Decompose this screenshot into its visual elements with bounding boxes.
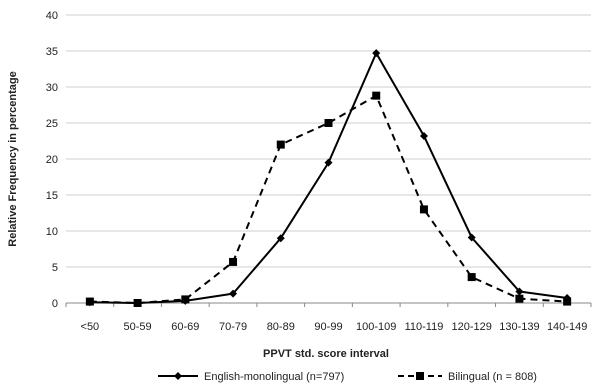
y-tick-label-30: 30 bbox=[46, 82, 58, 94]
series-1-point-9 bbox=[515, 287, 524, 296]
y-tick-label-15: 15 bbox=[46, 190, 58, 202]
x-tick-label-50: <50 bbox=[81, 321, 100, 333]
series-2-point-0 bbox=[85, 297, 94, 306]
series-1-point-6 bbox=[372, 49, 381, 58]
x-tick-label-90-99: 90-99 bbox=[314, 321, 342, 333]
series-1-point-7 bbox=[419, 131, 428, 140]
y-tick-label-35: 35 bbox=[46, 46, 58, 58]
y-tick-label-25: 25 bbox=[46, 118, 58, 130]
series-layer bbox=[85, 49, 572, 307]
x-axis-tick-labels: <50 50-59 60-69 70-79 80-89 90-99 100-109 110-1… bbox=[65, 303, 592, 333]
y-axis-tick-labels: 0 5 10 15 20 25 30 35 40 bbox=[46, 10, 58, 310]
series-2-point-10 bbox=[563, 297, 572, 306]
series-1-point-5 bbox=[324, 158, 333, 167]
legend-marker-series-1 bbox=[174, 372, 182, 380]
series-2-point-4 bbox=[276, 140, 285, 149]
series-2-point-9 bbox=[515, 294, 524, 303]
series-1-point-8 bbox=[467, 233, 476, 242]
legend: English-monolingual (n=797) Bilingual (n… bbox=[158, 371, 537, 383]
grid-lines bbox=[66, 14, 591, 268]
x-axis-title: PPVT std. score interval bbox=[263, 348, 389, 360]
x-tick-label-100-109: 100-109 bbox=[356, 321, 396, 333]
x-tick-label-140-149: 140-149 bbox=[547, 321, 587, 333]
x-tick-label-130-139: 130-139 bbox=[499, 321, 539, 333]
x-tick-label-80-89: 80-89 bbox=[267, 321, 295, 333]
series-2-point-8 bbox=[467, 273, 476, 282]
legend-label-series-2: Bilingual (n = 808) bbox=[448, 371, 537, 383]
y-tick-label-0: 0 bbox=[52, 298, 58, 310]
y-axis-title: Relative Frequency in percentage bbox=[7, 71, 19, 246]
series-2-line bbox=[89, 94, 568, 304]
x-tick-label-120-129: 120-129 bbox=[451, 321, 491, 333]
series-1-point-3 bbox=[229, 289, 238, 298]
series-2-point-3 bbox=[229, 257, 238, 266]
y-tick-label-40: 40 bbox=[46, 10, 58, 22]
x-tick-label-50-59: 50-59 bbox=[124, 321, 152, 333]
series-1 bbox=[85, 49, 572, 307]
series-2-point-2 bbox=[181, 295, 190, 304]
series-2-point-6 bbox=[372, 91, 381, 100]
series-2 bbox=[85, 91, 572, 307]
x-tick-label-70-79: 70-79 bbox=[219, 321, 247, 333]
series-2-point-5 bbox=[324, 119, 333, 127]
y-tick-label-20: 20 bbox=[46, 154, 58, 166]
legend-marker-series-2 bbox=[416, 372, 424, 380]
x-tick-label-60-69: 60-69 bbox=[171, 321, 199, 333]
series-1-line bbox=[89, 52, 568, 304]
y-tick-label-5: 5 bbox=[52, 262, 58, 274]
series-2-point-7 bbox=[419, 205, 428, 214]
x-tick-label-110-119: 110-119 bbox=[405, 321, 444, 333]
series-2-point-1 bbox=[133, 299, 142, 307]
y-tick-label-10: 10 bbox=[46, 226, 58, 238]
series-1-point-4 bbox=[276, 234, 285, 243]
legend-label-series-1: English-monolingual (n=797) bbox=[204, 371, 344, 383]
